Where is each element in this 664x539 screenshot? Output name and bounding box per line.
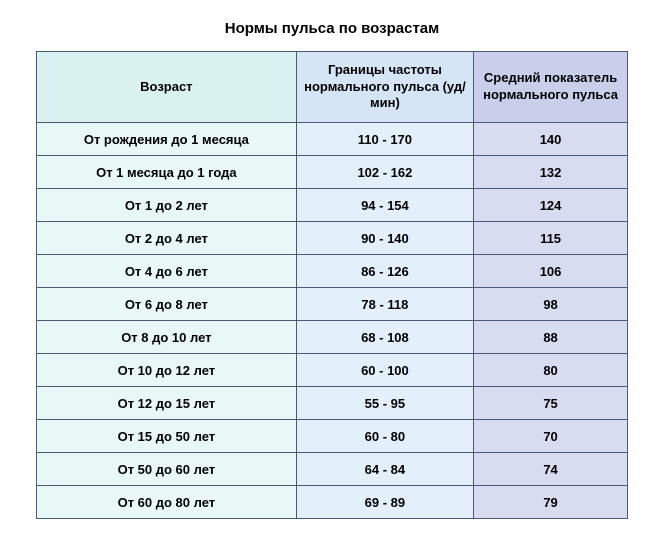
cell-age: От 60 до 80 лет bbox=[37, 486, 297, 519]
table-row: От 10 до 12 лет60 - 10080 bbox=[37, 354, 628, 387]
cell-range: 68 - 108 bbox=[296, 321, 473, 354]
cell-avg: 115 bbox=[474, 222, 628, 255]
cell-age: От 6 до 8 лет bbox=[37, 288, 297, 321]
cell-range: 64 - 84 bbox=[296, 453, 473, 486]
table-row: От 50 до 60 лет64 - 8474 bbox=[37, 453, 628, 486]
col-header-age: Возраст bbox=[37, 52, 297, 123]
cell-range: 60 - 80 bbox=[296, 420, 473, 453]
cell-range: 110 - 170 bbox=[296, 123, 473, 156]
cell-range: 90 - 140 bbox=[296, 222, 473, 255]
page-title: Нормы пульса по возрастам bbox=[36, 20, 628, 37]
cell-age: От 2 до 4 лет bbox=[37, 222, 297, 255]
cell-avg: 80 bbox=[474, 354, 628, 387]
cell-avg: 74 bbox=[474, 453, 628, 486]
table-row: От 1 до 2 лет94 - 154124 bbox=[37, 189, 628, 222]
col-header-range: Границы частоты нормального пульса (уд/м… bbox=[296, 52, 473, 123]
table-row: От рождения до 1 месяца110 - 170140 bbox=[37, 123, 628, 156]
cell-age: От 8 до 10 лет bbox=[37, 321, 297, 354]
table-row: От 60 до 80 лет69 - 8979 bbox=[37, 486, 628, 519]
table-row: От 4 до 6 лет86 - 126106 bbox=[37, 255, 628, 288]
col-header-range-text: Границы частоты нормального пульса (уд/м… bbox=[304, 62, 466, 111]
cell-range: 60 - 100 bbox=[296, 354, 473, 387]
cell-avg: 70 bbox=[474, 420, 628, 453]
cell-avg: 88 bbox=[474, 321, 628, 354]
cell-avg: 98 bbox=[474, 288, 628, 321]
pulse-table: Возраст Границы частоты нормального пуль… bbox=[36, 51, 628, 519]
col-header-age-text: Возраст bbox=[140, 79, 192, 94]
table-row: От 15 до 50 лет60 - 8070 bbox=[37, 420, 628, 453]
col-header-avg-text: Средний показатель нормального пульса bbox=[483, 70, 618, 102]
cell-range: 94 - 154 bbox=[296, 189, 473, 222]
cell-range: 69 - 89 bbox=[296, 486, 473, 519]
cell-age: От 15 до 50 лет bbox=[37, 420, 297, 453]
table-row: От 12 до 15 лет55 - 9575 bbox=[37, 387, 628, 420]
cell-avg: 124 bbox=[474, 189, 628, 222]
cell-avg: 106 bbox=[474, 255, 628, 288]
cell-range: 86 - 126 bbox=[296, 255, 473, 288]
cell-avg: 140 bbox=[474, 123, 628, 156]
cell-age: От 50 до 60 лет bbox=[37, 453, 297, 486]
cell-age: От 1 месяца до 1 года bbox=[37, 156, 297, 189]
cell-avg: 132 bbox=[474, 156, 628, 189]
table-row: От 2 до 4 лет90 - 140115 bbox=[37, 222, 628, 255]
cell-age: От 4 до 6 лет bbox=[37, 255, 297, 288]
cell-avg: 79 bbox=[474, 486, 628, 519]
cell-age: От 1 до 2 лет bbox=[37, 189, 297, 222]
table-row: От 1 месяца до 1 года102 - 162132 bbox=[37, 156, 628, 189]
cell-age: От 12 до 15 лет bbox=[37, 387, 297, 420]
table-header-row: Возраст Границы частоты нормального пуль… bbox=[37, 52, 628, 123]
table-body: От рождения до 1 месяца110 - 170140От 1 … bbox=[37, 123, 628, 519]
cell-age: От 10 до 12 лет bbox=[37, 354, 297, 387]
col-header-avg: Средний показатель нормального пульса bbox=[474, 52, 628, 123]
cell-range: 55 - 95 bbox=[296, 387, 473, 420]
cell-range: 102 - 162 bbox=[296, 156, 473, 189]
cell-avg: 75 bbox=[474, 387, 628, 420]
cell-age: От рождения до 1 месяца bbox=[37, 123, 297, 156]
cell-range: 78 - 118 bbox=[296, 288, 473, 321]
table-row: От 8 до 10 лет68 - 10888 bbox=[37, 321, 628, 354]
table-row: От 6 до 8 лет78 - 11898 bbox=[37, 288, 628, 321]
